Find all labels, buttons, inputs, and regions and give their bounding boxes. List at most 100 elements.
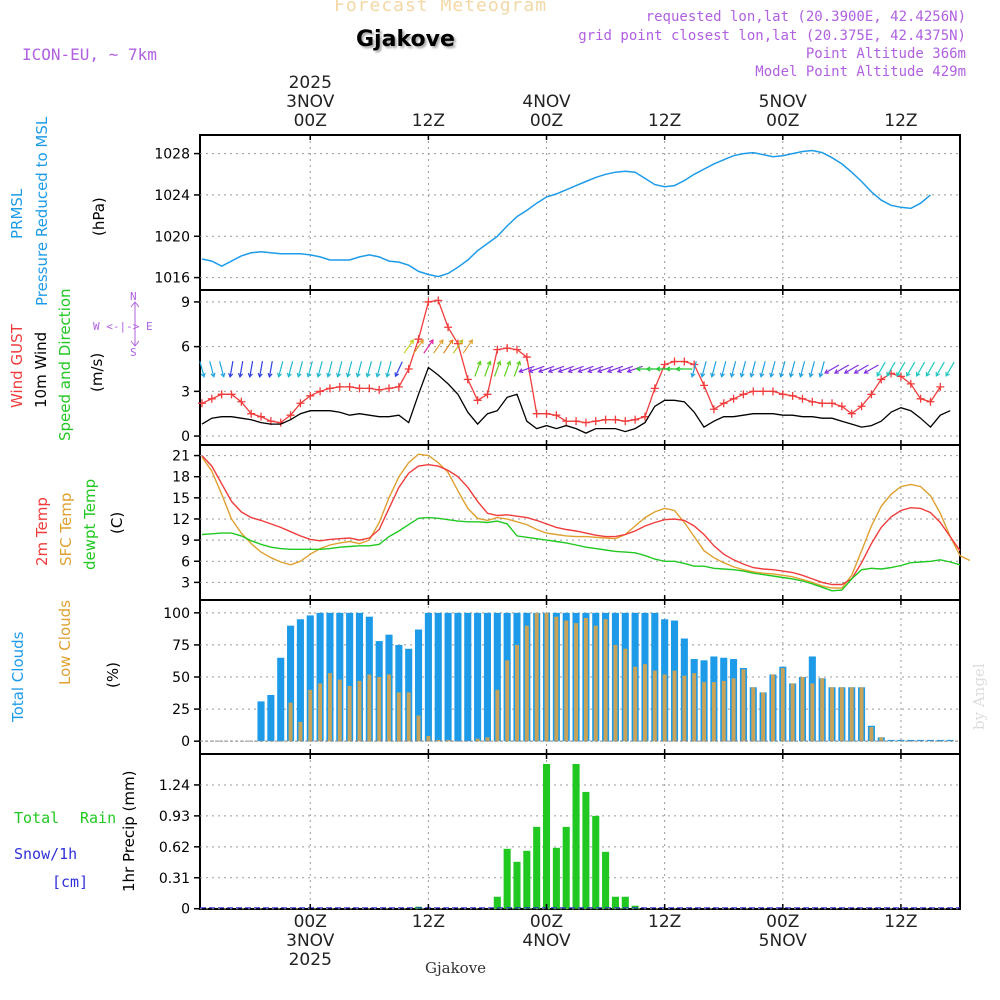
compass-arrow-icon [130, 301, 140, 347]
wind-arrow-head [528, 368, 534, 374]
low-clouds-bar [839, 687, 844, 742]
wind-gust-point [207, 394, 216, 403]
total-clouds-bar [267, 694, 275, 742]
wind-arrow-head [587, 368, 593, 374]
wind-arrow [259, 361, 264, 377]
wind-arrow-head [458, 339, 464, 345]
wind-gust-point [867, 390, 876, 399]
bottom-axis-label: 5NOV [758, 931, 807, 951]
wind-arrow [337, 361, 343, 377]
wind-arrow-head [496, 360, 502, 366]
wind-gust-point [217, 390, 226, 399]
wind-arrow-head [385, 372, 391, 378]
wind-gust-point [749, 387, 758, 396]
wind-gust-point [906, 379, 915, 388]
low-clouds-bar [544, 612, 549, 742]
wind-tick-label: 3 [181, 384, 190, 400]
low-clouds-bar [820, 678, 825, 742]
precip-bar [542, 763, 551, 909]
wind-gust-point [611, 415, 620, 424]
wind-arrow [617, 365, 634, 373]
prmsl-line [201, 149, 931, 278]
wind-arrow [307, 361, 313, 377]
clouds-tick-label: 25 [172, 702, 190, 718]
low-clouds-bar [515, 644, 519, 742]
wind-gust-point [335, 382, 344, 391]
clouds-tick-label: 0 [181, 734, 190, 750]
precip-bar [592, 815, 600, 909]
wind-tick-label: 6 [181, 340, 190, 356]
wind-gust-point [345, 382, 354, 391]
wind-gust-point [631, 415, 640, 424]
low-clouds-bar [298, 721, 303, 742]
precip-rain-label: Rain [80, 809, 117, 827]
total-clouds-bar [434, 612, 442, 742]
wind-arrow [819, 361, 825, 377]
wind-gust-point [424, 297, 433, 306]
wind-arrow-head [336, 372, 342, 378]
wind-arrow-head [394, 372, 400, 378]
wind-arrow [691, 361, 697, 377]
precip-tick-label: 0 [181, 902, 190, 918]
wind-arrow [366, 361, 372, 377]
wind-arrow [760, 361, 766, 377]
wind-arrow [519, 365, 535, 373]
wind-gust-point [512, 345, 521, 354]
wind-arrow [317, 361, 323, 377]
grid-point-coordinates: grid point closest lon,lat (20.375E, 42.… [578, 28, 966, 44]
wind-gust-point [434, 296, 443, 305]
wind-arrow-head [863, 369, 869, 374]
wind-arrow [607, 365, 624, 373]
wind-arrow [886, 361, 896, 377]
wind-gust-point [503, 344, 512, 353]
wind-gust-line [201, 299, 941, 424]
wind-arrow-head [257, 372, 263, 379]
wind-arrow-head [616, 368, 622, 374]
low-clouds-bar [652, 670, 657, 742]
clouds-tick-label: 75 [172, 638, 190, 654]
top-axis-label: 12Z [884, 111, 918, 131]
wind-arrow [935, 361, 945, 377]
wind-gust-point [473, 396, 482, 405]
wind-arrow [854, 364, 869, 374]
wind-gust-point [237, 397, 246, 406]
low-clouds-bar [711, 682, 716, 742]
low-clouds-bar [564, 620, 569, 742]
wind-gust-point [818, 399, 827, 408]
pressure-tick-label: 1016 [154, 271, 190, 287]
wind-arrow-head [808, 372, 814, 378]
wind-arrow-head [876, 371, 882, 377]
low-clouds-bar [347, 685, 352, 742]
wind-arrow-head [833, 369, 839, 374]
wind-arrow [876, 361, 886, 377]
wind-arrow-head [326, 372, 332, 378]
wind-arrow [443, 339, 454, 354]
wind-gust-point [601, 415, 610, 424]
wind-arrow [484, 361, 491, 377]
precip-snow-label: Snow/1h [14, 845, 78, 863]
wind-gust-point [532, 409, 541, 418]
total-clouds-bar [483, 612, 492, 742]
total-clouds-bar [257, 701, 265, 742]
wind-arrow [824, 364, 840, 374]
wind-gust-point [306, 391, 315, 400]
low-clouds-bar [682, 675, 687, 742]
precip-bar [503, 848, 511, 909]
wind-gust-point [385, 384, 394, 393]
wind-arrow [864, 364, 879, 374]
wind-arrow-head [853, 369, 859, 374]
wind-gust-point [778, 390, 787, 399]
wind-arrow [799, 361, 806, 377]
wind-gust-point [463, 375, 472, 384]
low-clouds-bar [869, 727, 874, 742]
total-clouds-bar [306, 615, 314, 742]
wind-arrow-head [915, 371, 921, 377]
low-clouds-bar [288, 702, 293, 742]
low-clouds-bar [751, 687, 756, 742]
low-clouds-bar [337, 679, 342, 742]
total-clouds-bar [355, 612, 364, 742]
wind-gust-point [798, 394, 807, 403]
total-clouds-bar [336, 612, 344, 742]
